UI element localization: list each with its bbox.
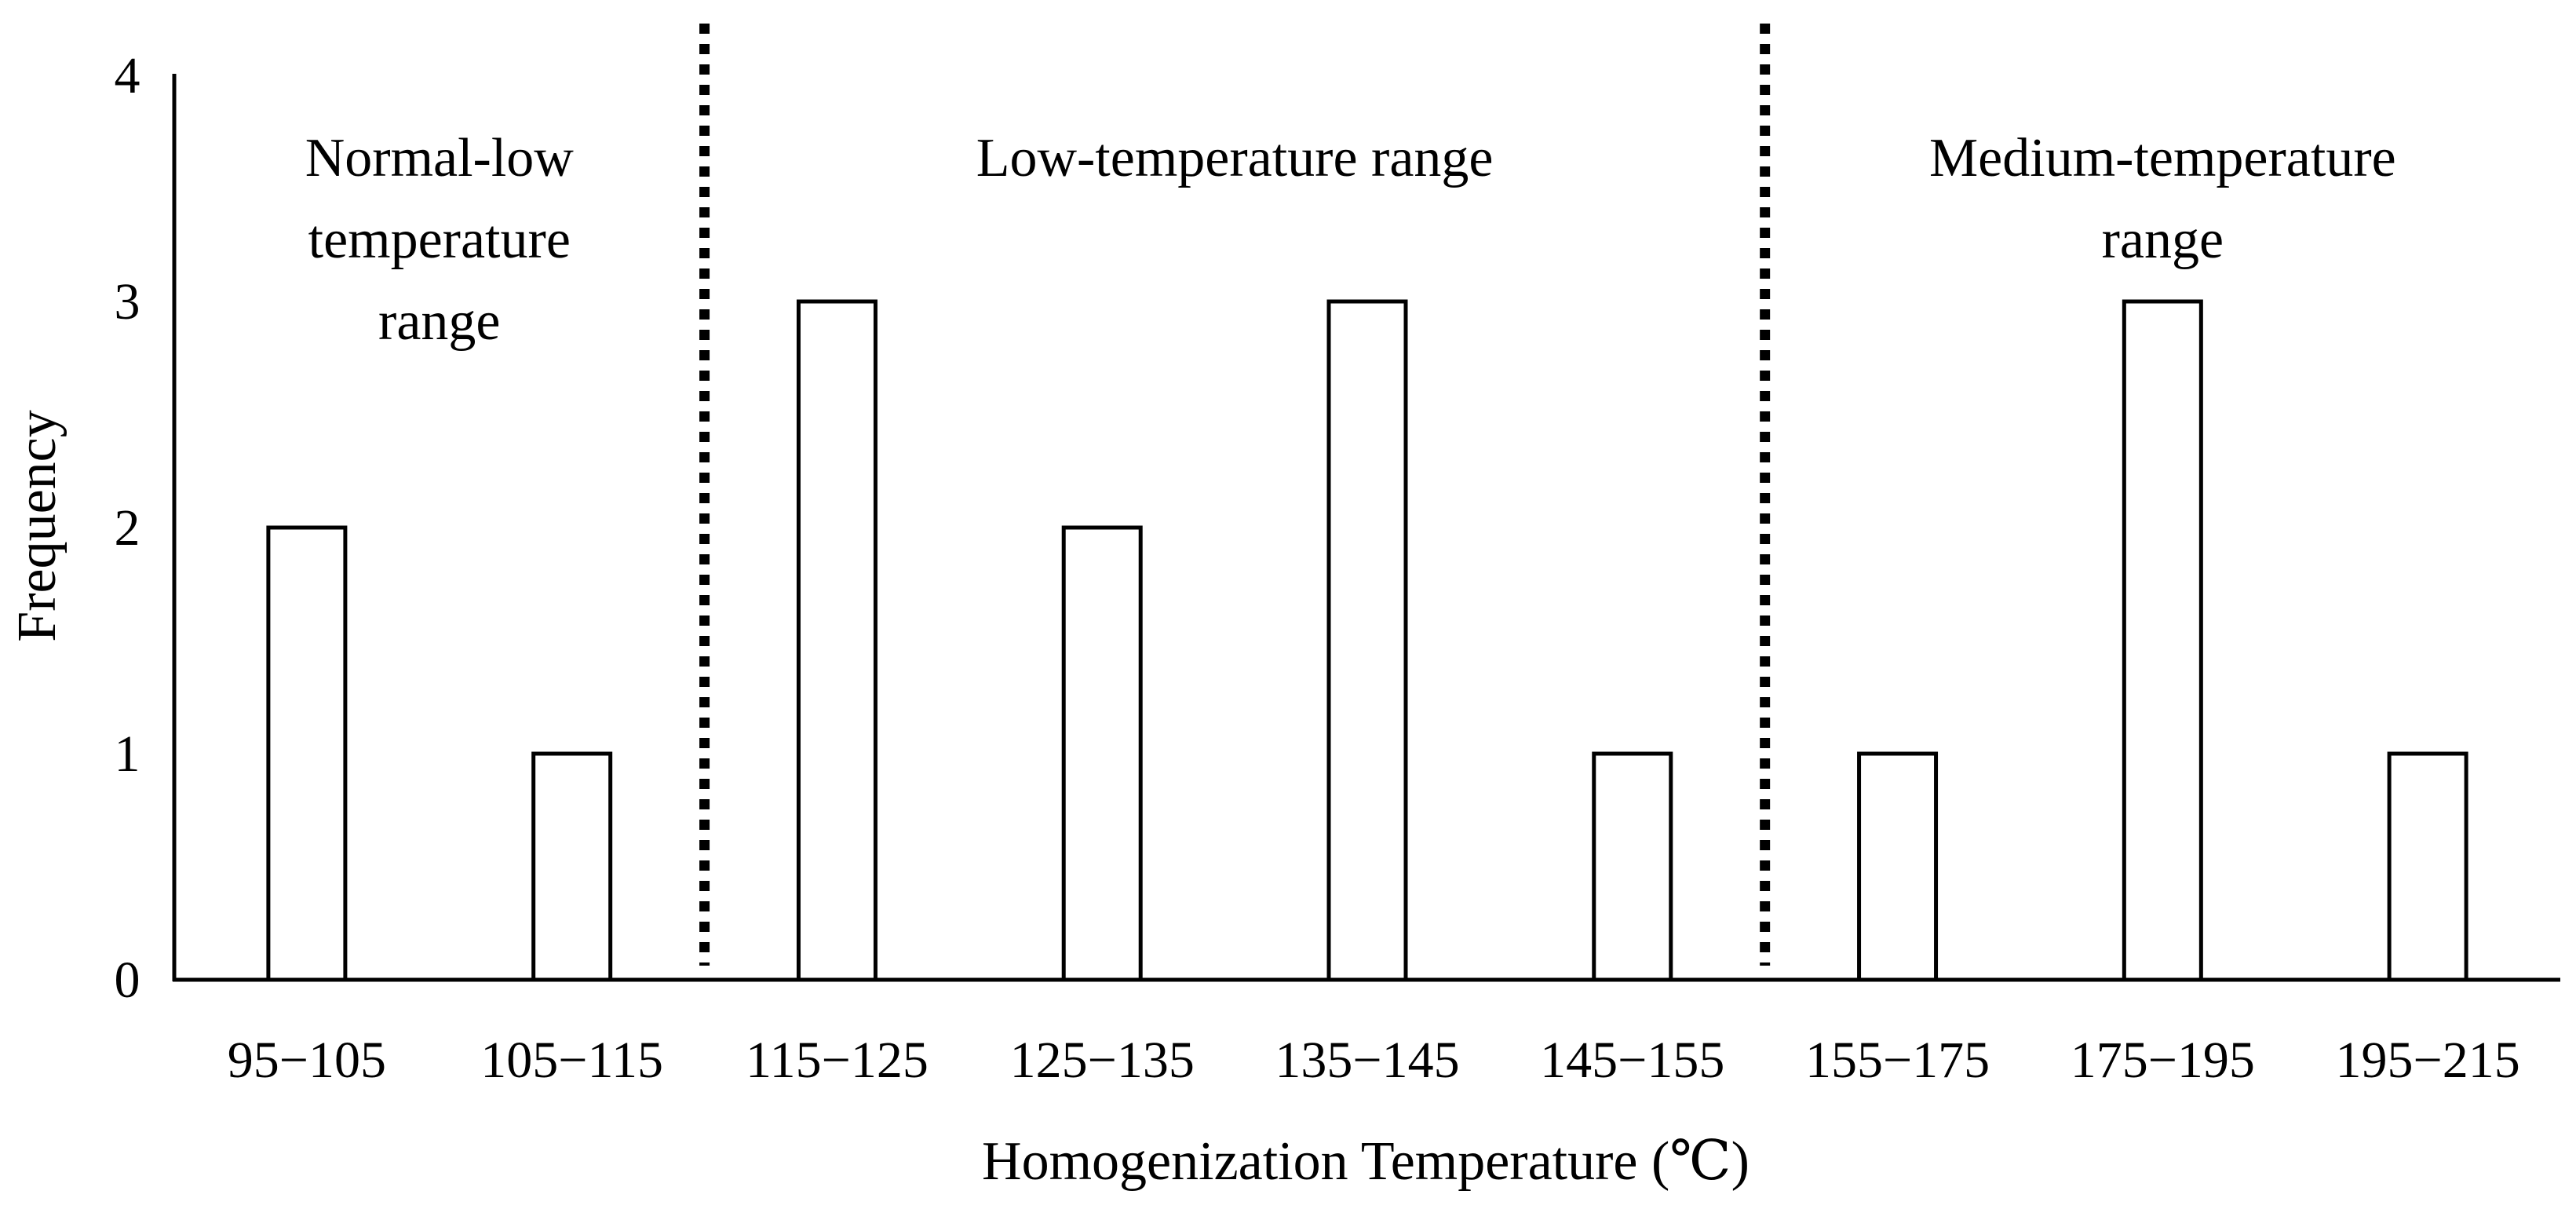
bars-layer — [266, 299, 2468, 982]
x-tick-label-115−125: 115−125 — [746, 1032, 929, 1089]
bar-135−145 — [1326, 299, 1408, 982]
x-tick-label-175−195: 175−195 — [2071, 1032, 2255, 1089]
x-tick-label-135−145: 135−145 — [1275, 1032, 1459, 1089]
range-label-1: Normal-low temperature range — [305, 128, 575, 352]
bar-175−195 — [2122, 299, 2203, 982]
x-tick-label-125−135: 125−135 — [1010, 1032, 1195, 1089]
range-label-line: Medium-temperature — [1929, 128, 2396, 188]
bar-145−155 — [1592, 751, 1673, 982]
bar-155−175 — [1857, 751, 1939, 982]
bar-125−135 — [1061, 525, 1143, 982]
x-tick-label-155−175: 155−175 — [1805, 1032, 1990, 1089]
x-tick-label-195−215: 195−215 — [2335, 1032, 2519, 1089]
y-axis-title: Frequency — [7, 410, 68, 641]
x-tick-label-145−155: 145−155 — [1540, 1032, 1724, 1089]
y-tick-label-3: 3 — [115, 273, 140, 331]
range-label-2: Low-temperature range — [976, 128, 1494, 188]
bar-115−125 — [796, 299, 878, 982]
x-axis-title: Homogenization Temperature (℃) — [982, 1131, 1750, 1192]
bar-95−105 — [266, 525, 348, 982]
bar-195−215 — [2387, 751, 2468, 982]
range-label-line: Normal-low — [305, 128, 575, 188]
range-label-3: Medium-temperature range — [1929, 128, 2396, 270]
y-tick-label-4: 4 — [115, 47, 140, 104]
x-tick-label-105−115: 105−115 — [480, 1032, 663, 1089]
bar-105−115 — [531, 751, 613, 982]
range-label-line: range — [378, 291, 500, 352]
range-label-line: range — [2102, 210, 2224, 270]
x-tick-label-95−105: 95−105 — [228, 1032, 386, 1089]
y-tick-labels: 0 1 2 3 4 — [115, 47, 140, 1009]
range-dividers — [699, 24, 1771, 966]
x-tick-labels: 95−105 105−115 115−125 125−135 135−145 145−15… — [228, 1032, 2520, 1089]
y-tick-label-2: 2 — [115, 499, 140, 557]
axes — [172, 74, 2560, 982]
y-tick-label-0: 0 — [115, 952, 140, 1009]
range-labels: Normal-low temperature range Low-temperatur… — [305, 128, 2396, 352]
range-label-line: temperature — [308, 210, 571, 270]
y-tick-label-1: 1 — [115, 725, 140, 783]
range-label-line: Low-temperature range — [976, 128, 1494, 188]
